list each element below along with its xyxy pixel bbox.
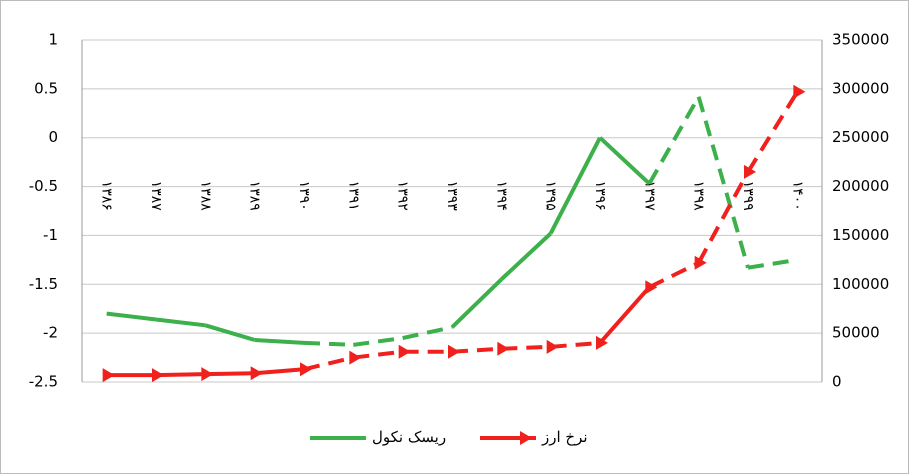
- y-tick-label: -1.5: [29, 275, 58, 293]
- legend-label: ریسک نکول: [372, 428, 446, 446]
- y2-tick-label: 100000: [832, 275, 889, 293]
- x-tick-label: ۱۳۹۱: [345, 181, 361, 211]
- x-tick-label: ۱۳۸۶: [99, 181, 115, 211]
- x-tick-label: ۱۳۸۷: [148, 181, 164, 212]
- x-tick-label: ۱۴۰۰: [789, 181, 805, 211]
- y2-tick-label: 300000: [832, 79, 889, 97]
- x-tick-label: ۱۳۹۳: [444, 181, 460, 212]
- y-tick-label: 0.5: [34, 79, 58, 97]
- y2-tick-label: 350000: [832, 31, 889, 49]
- y-tick-label: -0.5: [29, 177, 58, 195]
- legend-label: نرخ ارز: [541, 428, 588, 446]
- y-tick-label: 0: [48, 128, 58, 146]
- y2-tick-label: 0: [832, 373, 842, 391]
- x-tick-label: ۱۳۹۸: [691, 181, 707, 212]
- y-tick-label: -2: [43, 324, 58, 342]
- y2-tick-label: 250000: [832, 128, 889, 146]
- x-tick-label: ۱۳۹۵: [543, 181, 559, 211]
- y-tick-label: 1: [48, 31, 58, 49]
- x-tick-label: ۱۳۸۹: [247, 181, 263, 211]
- x-tick-label: ۱۳۹۷: [641, 181, 657, 212]
- x-tick-label: ۱۳۹۲: [395, 181, 411, 211]
- x-tick-label: ۱۳۹۰: [296, 181, 312, 211]
- y2-tick-label: 200000: [832, 177, 889, 195]
- chart-border: [1, 1, 909, 474]
- x-tick-label: ۱۳۸۸: [197, 181, 213, 212]
- chart: -2.5 -2 -1.5 -1 -0.5 0 0.5 1 0 50000 100000 150000 2…: [0, 0, 909, 474]
- y2-tick-label: 150000: [832, 226, 889, 244]
- x-tick-label: ۱۳۹۴: [493, 181, 509, 211]
- y2-tick-label: 50000: [832, 324, 880, 342]
- y-tick-label: -2.5: [29, 373, 58, 391]
- x-tick-label: ۱۳۹۶: [592, 181, 608, 211]
- y-tick-label: -1: [43, 226, 58, 244]
